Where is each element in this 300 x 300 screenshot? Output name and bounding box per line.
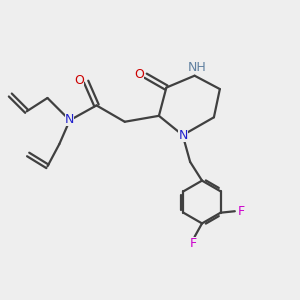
Text: F: F [190,237,197,250]
Text: N: N [178,129,188,142]
Text: O: O [134,68,144,81]
Text: O: O [75,74,85,87]
Text: NH: NH [188,61,206,74]
Text: N: N [65,113,74,126]
Text: F: F [238,205,245,218]
